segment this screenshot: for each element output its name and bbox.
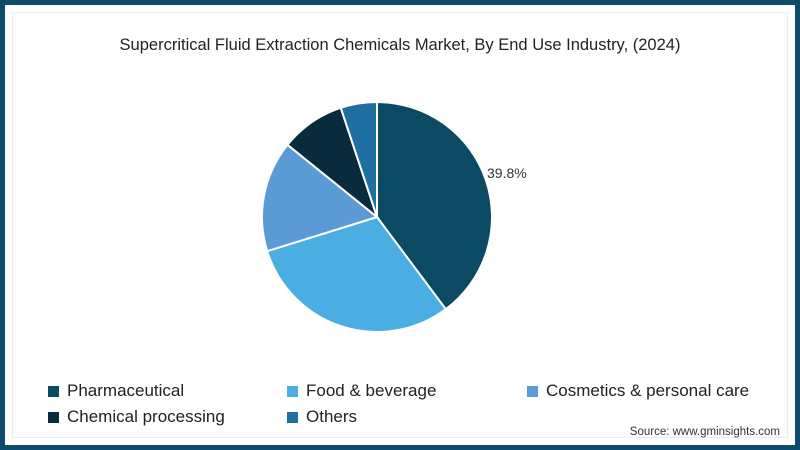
legend-item-cosmetics: Cosmetics & personal care <box>527 381 749 401</box>
pie-slice-pharmaceutical <box>376 100 493 311</box>
legend-item-food-beverage: Food & beverage <box>287 381 436 401</box>
legend-swatch-icon <box>527 385 538 397</box>
legend-label: Pharmaceutical <box>67 381 185 400</box>
legend-swatch-icon <box>48 385 59 397</box>
legend-label: Food & beverage <box>306 381 437 400</box>
legend-item-pharmaceutical: Pharmaceutical <box>48 381 184 401</box>
legend-swatch-icon <box>287 385 298 397</box>
legend-item-others: Others <box>287 407 357 427</box>
pie-slice-food-beverage <box>265 215 448 333</box>
source-note: Source: www.gminsights.com <box>629 426 780 438</box>
legend-label: Cosmetics & personal care <box>546 381 750 400</box>
legend-swatch-icon <box>287 411 298 423</box>
pie-slice-others <box>339 100 378 218</box>
pharmaceutical-data-label: 39.8% <box>487 165 527 181</box>
pie-slice-cosmetics-personal-care <box>261 143 380 253</box>
legend-label: Others <box>306 407 358 426</box>
chart-title: Supercritical Fluid Extraction Chemicals… <box>119 36 681 54</box>
legend-item-chemical-processing: Chemical processing <box>48 407 225 427</box>
legend-swatch-icon <box>48 411 59 423</box>
chart-inner-border <box>12 12 788 438</box>
legend-label: Chemical processing <box>67 407 225 426</box>
